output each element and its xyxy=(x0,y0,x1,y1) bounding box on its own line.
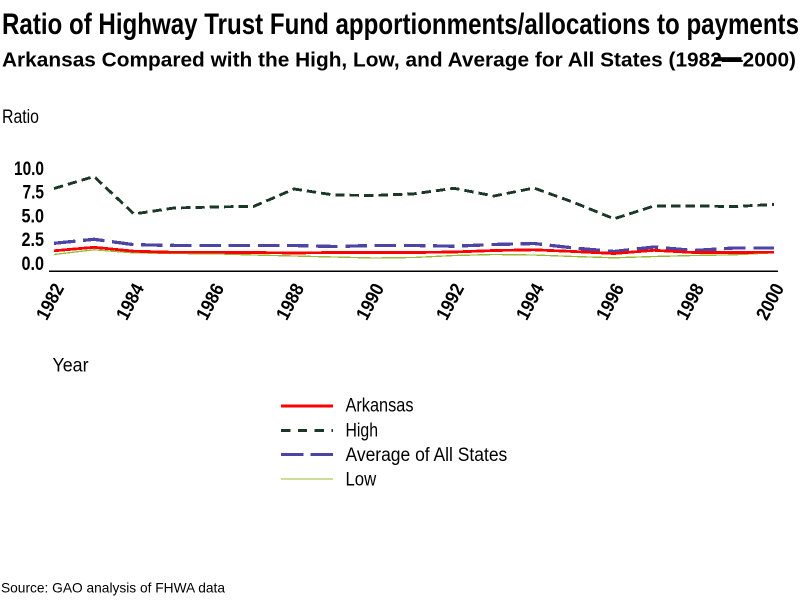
svg-text:5.0: 5.0 xyxy=(22,206,45,227)
svg-text:7.5: 7.5 xyxy=(23,183,45,204)
svg-text:Ratio of Highway Trust Fund ap: Ratio of Highway Trust Fund apportionmen… xyxy=(2,8,799,41)
svg-text:Arkansas Compared with the Hig: Arkansas Compared with the High, Low, an… xyxy=(2,49,796,72)
svg-text:0.0: 0.0 xyxy=(22,254,45,275)
svg-text:2.5: 2.5 xyxy=(22,230,45,251)
svg-text:High: High xyxy=(346,420,379,441)
svg-text:10.0: 10.0 xyxy=(14,159,44,180)
svg-text:Ratio: Ratio xyxy=(2,107,39,128)
svg-text:Low: Low xyxy=(346,470,377,491)
svg-text:Source: GAO analysis of FHWA d: Source: GAO analysis of FHWA data xyxy=(1,579,225,595)
svg-text:Average of All States: Average of All States xyxy=(346,445,508,466)
svg-text:Year: Year xyxy=(53,356,90,377)
svg-text:Arkansas: Arkansas xyxy=(346,396,414,417)
